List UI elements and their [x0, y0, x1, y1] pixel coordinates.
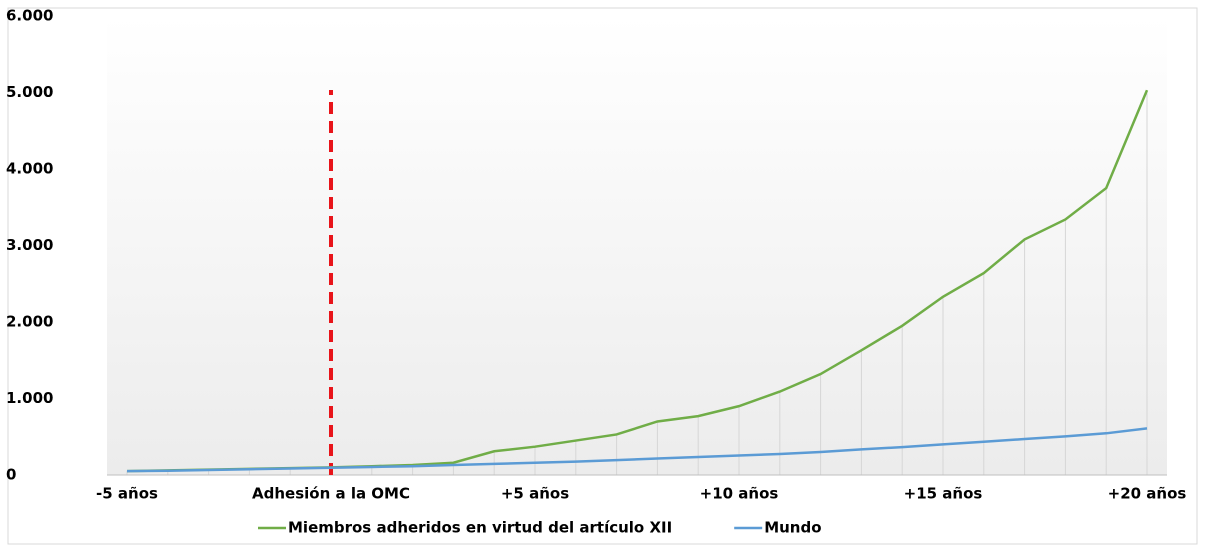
y-tick-label: 1.000: [6, 389, 53, 407]
y-tick-label: 4.000: [6, 160, 53, 178]
x-tick-label: +15 años: [904, 485, 983, 503]
x-tick-label: +5 años: [501, 485, 569, 503]
chart-border: [7, 7, 1198, 545]
y-tick-label: 5.000: [6, 83, 53, 101]
y-tick-label: 0: [6, 466, 16, 484]
y-tick-label: 2.000: [6, 313, 53, 331]
x-tick-label: -5 años: [96, 485, 158, 503]
y-tick-label: 6.000: [6, 7, 53, 25]
x-tick-label: +20 años: [1108, 485, 1187, 503]
x-tick-label: +10 años: [700, 485, 779, 503]
plot-area: [107, 16, 1167, 475]
y-tick-label: 3.000: [6, 236, 53, 254]
legend-label: Miembros adheridos en virtud del artícul…: [288, 519, 672, 537]
x-tick-label: Adhesión a la OMC: [252, 485, 410, 503]
series-line: [126, 427, 1148, 473]
legend-label: Mundo: [764, 519, 821, 537]
